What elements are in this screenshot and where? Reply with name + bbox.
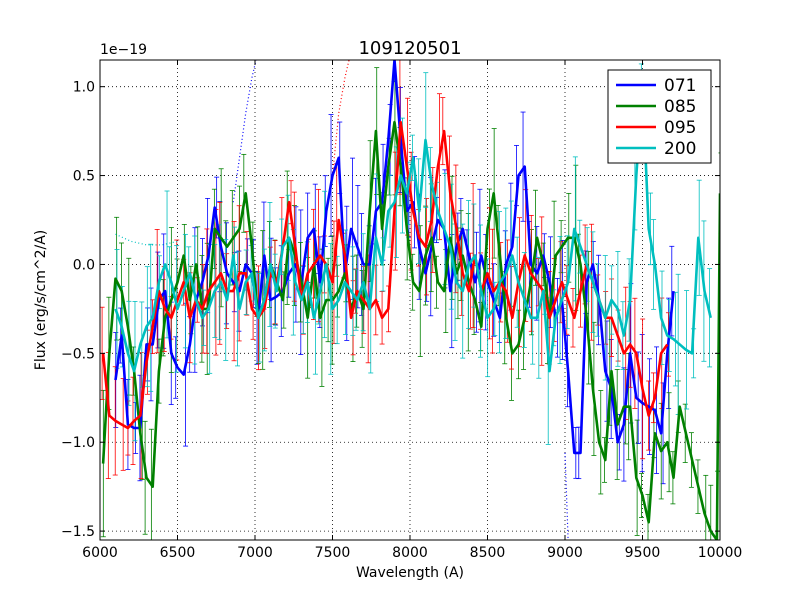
x-tick-label: 6500 (160, 545, 196, 561)
y-axis-label: Flux (erg/s/cm^2/A) (33, 230, 49, 370)
legend-label-095: 095 (664, 118, 696, 138)
x-tick-label: 7000 (237, 545, 273, 561)
dotted-extrapolation-200 (115, 233, 178, 246)
series-line-085 (101, 120, 720, 540)
y-tick-label: 0.5 (73, 169, 95, 185)
series-line-200 (114, 85, 712, 373)
legend-label-200: 200 (664, 139, 696, 159)
x-tick-label: 8500 (470, 545, 506, 561)
dotted-extrapolation-095 (331, 60, 350, 176)
y-tick-label: 0.0 (73, 257, 95, 273)
x-tick-label: 8000 (392, 545, 428, 561)
x-axis-label: Wavelength (A) (356, 565, 464, 581)
series-line-071 (114, 60, 675, 455)
x-tick-label: 10000 (698, 545, 743, 561)
dotted-extrapolations (115, 60, 569, 540)
dotted-extrapolation-071 (564, 452, 569, 540)
y-tick-label: −0.5 (61, 346, 95, 362)
y-tick-label: 1.0 (73, 80, 95, 96)
x-axis-ticks: 6000 6500 7000 7500 8000 8500 9000 9500 10000 (82, 60, 742, 561)
series-lines (101, 60, 720, 540)
x-tick-label: 9500 (625, 545, 661, 561)
chart-title: 109120501 (358, 38, 461, 59)
y-axis-ticks: −1.5 −1.0 −0.5 0.0 0.5 1.0 (61, 80, 720, 540)
y-tick-label: −1.0 (61, 435, 95, 451)
x-tick-label: 6000 (82, 545, 118, 561)
y-tick-label: −1.5 (61, 524, 95, 540)
x-tick-label: 9000 (547, 545, 583, 561)
legend-label-071: 071 (664, 76, 696, 96)
legend-label-085: 085 (664, 97, 696, 117)
y-offset-label: 1e−19 (100, 42, 147, 58)
x-tick-label: 7500 (315, 545, 351, 561)
